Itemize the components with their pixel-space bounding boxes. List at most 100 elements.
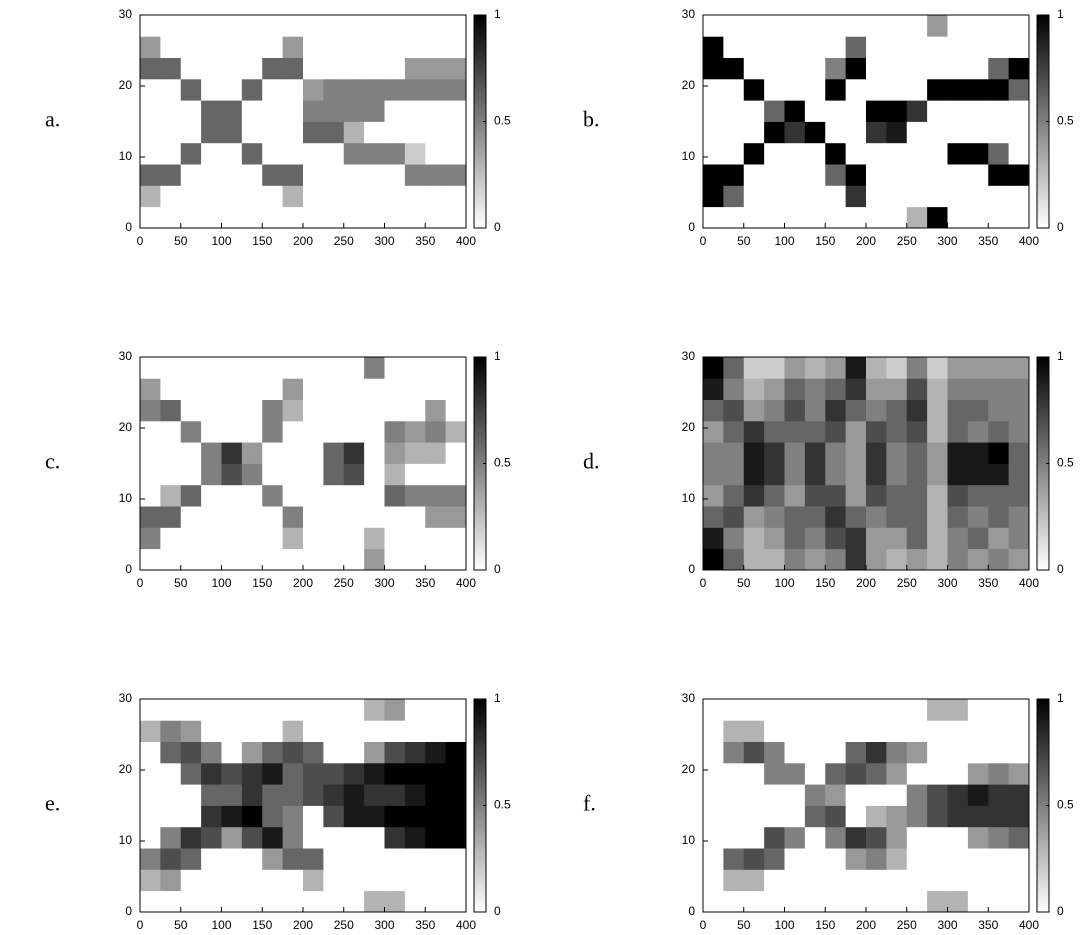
heatmap-cell: [343, 78, 365, 101]
heatmap-cell: [804, 185, 826, 208]
heatmap-cell: [886, 869, 908, 892]
heatmap-cell: [906, 57, 928, 80]
heatmap-cell: [180, 826, 202, 849]
heatmap-cell: [743, 699, 765, 721]
heatmap-cell: [804, 527, 826, 550]
heatmap-cell: [784, 890, 806, 913]
heatmap-cell: [282, 741, 304, 764]
heatmap-cell: [703, 484, 724, 507]
heatmap-cell: [140, 741, 161, 764]
heatmap-cell: [967, 100, 989, 122]
heatmap-cell: [180, 357, 202, 379]
heatmap-cell: [764, 15, 785, 37]
heatmap-cell: [404, 463, 426, 486]
heatmap-cell: [967, 890, 989, 913]
heatmap-cell: [180, 164, 202, 186]
heatmap-cell: [221, 142, 243, 165]
heatmap-cell: [1008, 720, 1030, 742]
heatmap-cell: [384, 442, 406, 464]
heatmap-cell: [927, 463, 948, 486]
heatmap-cell: [845, 206, 867, 229]
heatmap-cell: [804, 699, 826, 721]
heatmap-cell: [886, 164, 908, 186]
heatmap-cell: [364, 420, 385, 443]
heatmap-cell: [845, 378, 867, 400]
heatmap-cell: [1008, 741, 1030, 764]
heatmap-cell: [364, 463, 385, 486]
heatmap-cell: [886, 506, 908, 528]
heatmap-cell: [303, 164, 324, 186]
heatmap-cell: [845, 399, 867, 422]
heatmap-cell: [764, 506, 785, 528]
heatmap-cell: [241, 78, 263, 101]
heatmap-cell: [201, 890, 222, 913]
heatmap-cell: [784, 826, 806, 849]
heatmap-cell: [845, 142, 867, 165]
heatmap-cell: [343, 442, 365, 464]
heatmap-cell: [743, 442, 765, 464]
heatmap-cell: [364, 826, 385, 849]
heatmap-cell: [927, 784, 948, 806]
heatmap-cell: [404, 784, 426, 806]
heatmap-cell: [201, 78, 222, 101]
heatmap-cell: [784, 484, 806, 507]
heatmap-cell: [425, 805, 447, 828]
heatmap-cell: [1008, 784, 1030, 806]
heatmap-cell: [445, 15, 467, 37]
heatmap-cell: [201, 100, 222, 122]
heatmap-cell: [282, 420, 304, 443]
heatmap-cell: [262, 890, 284, 913]
heatmap-cell: [825, 826, 847, 849]
heatmap-cell: [140, 100, 161, 122]
heatmap-cell: [221, 484, 243, 507]
heatmap-cell: [343, 164, 365, 186]
heatmap-cell: [927, 357, 948, 379]
heatmap-cell: [303, 399, 324, 422]
heatmap-cell: [988, 185, 1010, 208]
heatmap-cell: [906, 378, 928, 400]
heatmap-cell: [425, 762, 447, 785]
heatmap-cell: [282, 484, 304, 507]
heatmap-cell: [262, 378, 284, 400]
heatmap-cell: [404, 121, 426, 144]
heatmap-cell: [282, 463, 304, 486]
x-tick-label: 0: [700, 918, 707, 932]
x-tick-label: 300: [937, 918, 957, 932]
x-tick-label: 300: [937, 576, 957, 590]
heatmap-cell: [988, 206, 1010, 229]
heatmap-cell: [743, 527, 765, 550]
heatmap-cell: [723, 420, 745, 443]
heatmap-cell: [988, 826, 1010, 849]
heatmap-cell: [743, 100, 765, 122]
heatmap-cell: [927, 420, 948, 443]
heatmap-cell: [241, 699, 263, 721]
heatmap-cell: [303, 890, 324, 913]
heatmap-cell: [906, 527, 928, 550]
heatmap-cell: [323, 399, 345, 422]
heatmap-cell: [743, 15, 765, 37]
heatmap-cell: [221, 357, 243, 379]
heatmap-cell: [764, 741, 785, 764]
heatmap-cell: [303, 548, 324, 571]
heatmap-cell: [703, 15, 724, 37]
heatmap-cell: [425, 15, 447, 37]
heatmap-cell: [445, 784, 467, 806]
x-tick-label: 250: [897, 234, 917, 248]
x-tick-label: 150: [815, 576, 835, 590]
x-tick-label: 100: [774, 234, 794, 248]
heatmap-cell: [262, 784, 284, 806]
heatmap-cell: [221, 185, 243, 208]
y-tick-label: 30: [119, 349, 133, 363]
heatmap-cell: [743, 506, 765, 528]
heatmap-cell: [201, 506, 222, 528]
heatmap-cell: [445, 463, 467, 486]
heatmap-cell: [180, 784, 202, 806]
heatmap-cell: [160, 506, 182, 528]
heatmap-cell: [988, 420, 1010, 443]
heatmap-cell: [180, 848, 202, 870]
heatmap-cell: [886, 741, 908, 764]
heatmap-cell: [180, 100, 202, 122]
heatmap-cell: [262, 357, 284, 379]
heatmap-cell: [967, 784, 989, 806]
heatmap-cell: [201, 699, 222, 721]
